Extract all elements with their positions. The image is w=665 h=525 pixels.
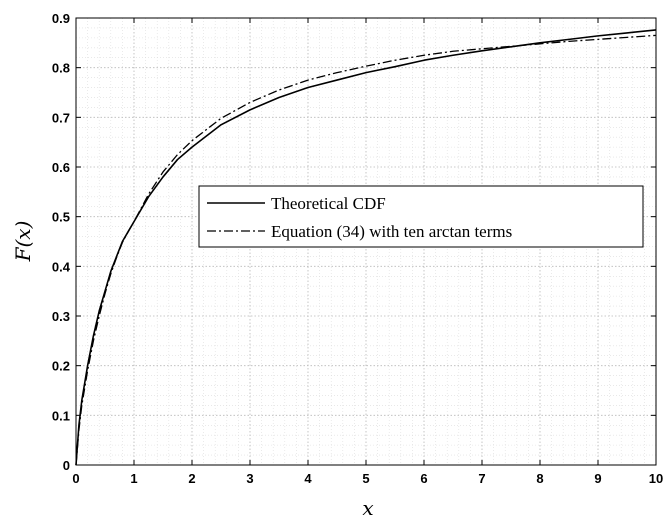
y-tick-labels: 0 0.1 0.2 0.3 0.4 0.5 0.6 0.7 0.8 0.9 xyxy=(52,11,71,473)
series-line-theoretical-cdf xyxy=(75,29,657,466)
y-tick-label: 0.4 xyxy=(52,259,71,274)
y-tick-label: 0.1 xyxy=(52,408,70,423)
legend-label-equation-34: Equation (34) with ten arctan terms xyxy=(271,222,512,241)
series-line-equation-34 xyxy=(75,34,657,466)
y-tick-label: 0.2 xyxy=(52,359,70,374)
y-axis-label: F(x) xyxy=(11,221,35,263)
x-tick-label: 1 xyxy=(130,471,137,486)
y-tick-label: 0.5 xyxy=(52,210,70,225)
x-tick-label: 0 xyxy=(72,471,79,486)
legend: Theoretical CDF Equation (34) with ten a… xyxy=(198,185,644,248)
x-tick-label: 2 xyxy=(188,471,195,486)
series-layer xyxy=(75,29,657,466)
y-tick-label: 0 xyxy=(63,458,70,473)
y-tick-label: 0.6 xyxy=(52,160,70,175)
legend-label-theoretical-cdf: Theoretical CDF xyxy=(271,194,386,213)
x-tick-label: 4 xyxy=(304,471,312,486)
x-tick-label: 5 xyxy=(362,471,369,486)
x-tick-labels: 0 1 2 3 4 5 6 7 8 9 10 xyxy=(72,471,663,486)
x-tick-label: 6 xyxy=(420,471,427,486)
x-tick-label: 3 xyxy=(246,471,253,486)
x-tick-label: 10 xyxy=(649,471,663,486)
y-tick-label: 0.3 xyxy=(52,309,70,324)
legend-box xyxy=(198,185,644,248)
x-tick-label: 7 xyxy=(478,471,485,486)
y-tick-label: 0.8 xyxy=(52,61,70,76)
x-tick-label: 9 xyxy=(594,471,601,486)
y-tick-label: 0.9 xyxy=(52,11,70,26)
minor-grid xyxy=(76,18,656,465)
tick-marks xyxy=(75,17,657,466)
x-axis-label: x xyxy=(362,496,373,520)
x-tick-label: 8 xyxy=(536,471,543,486)
y-tick-label: 0.7 xyxy=(52,110,70,125)
